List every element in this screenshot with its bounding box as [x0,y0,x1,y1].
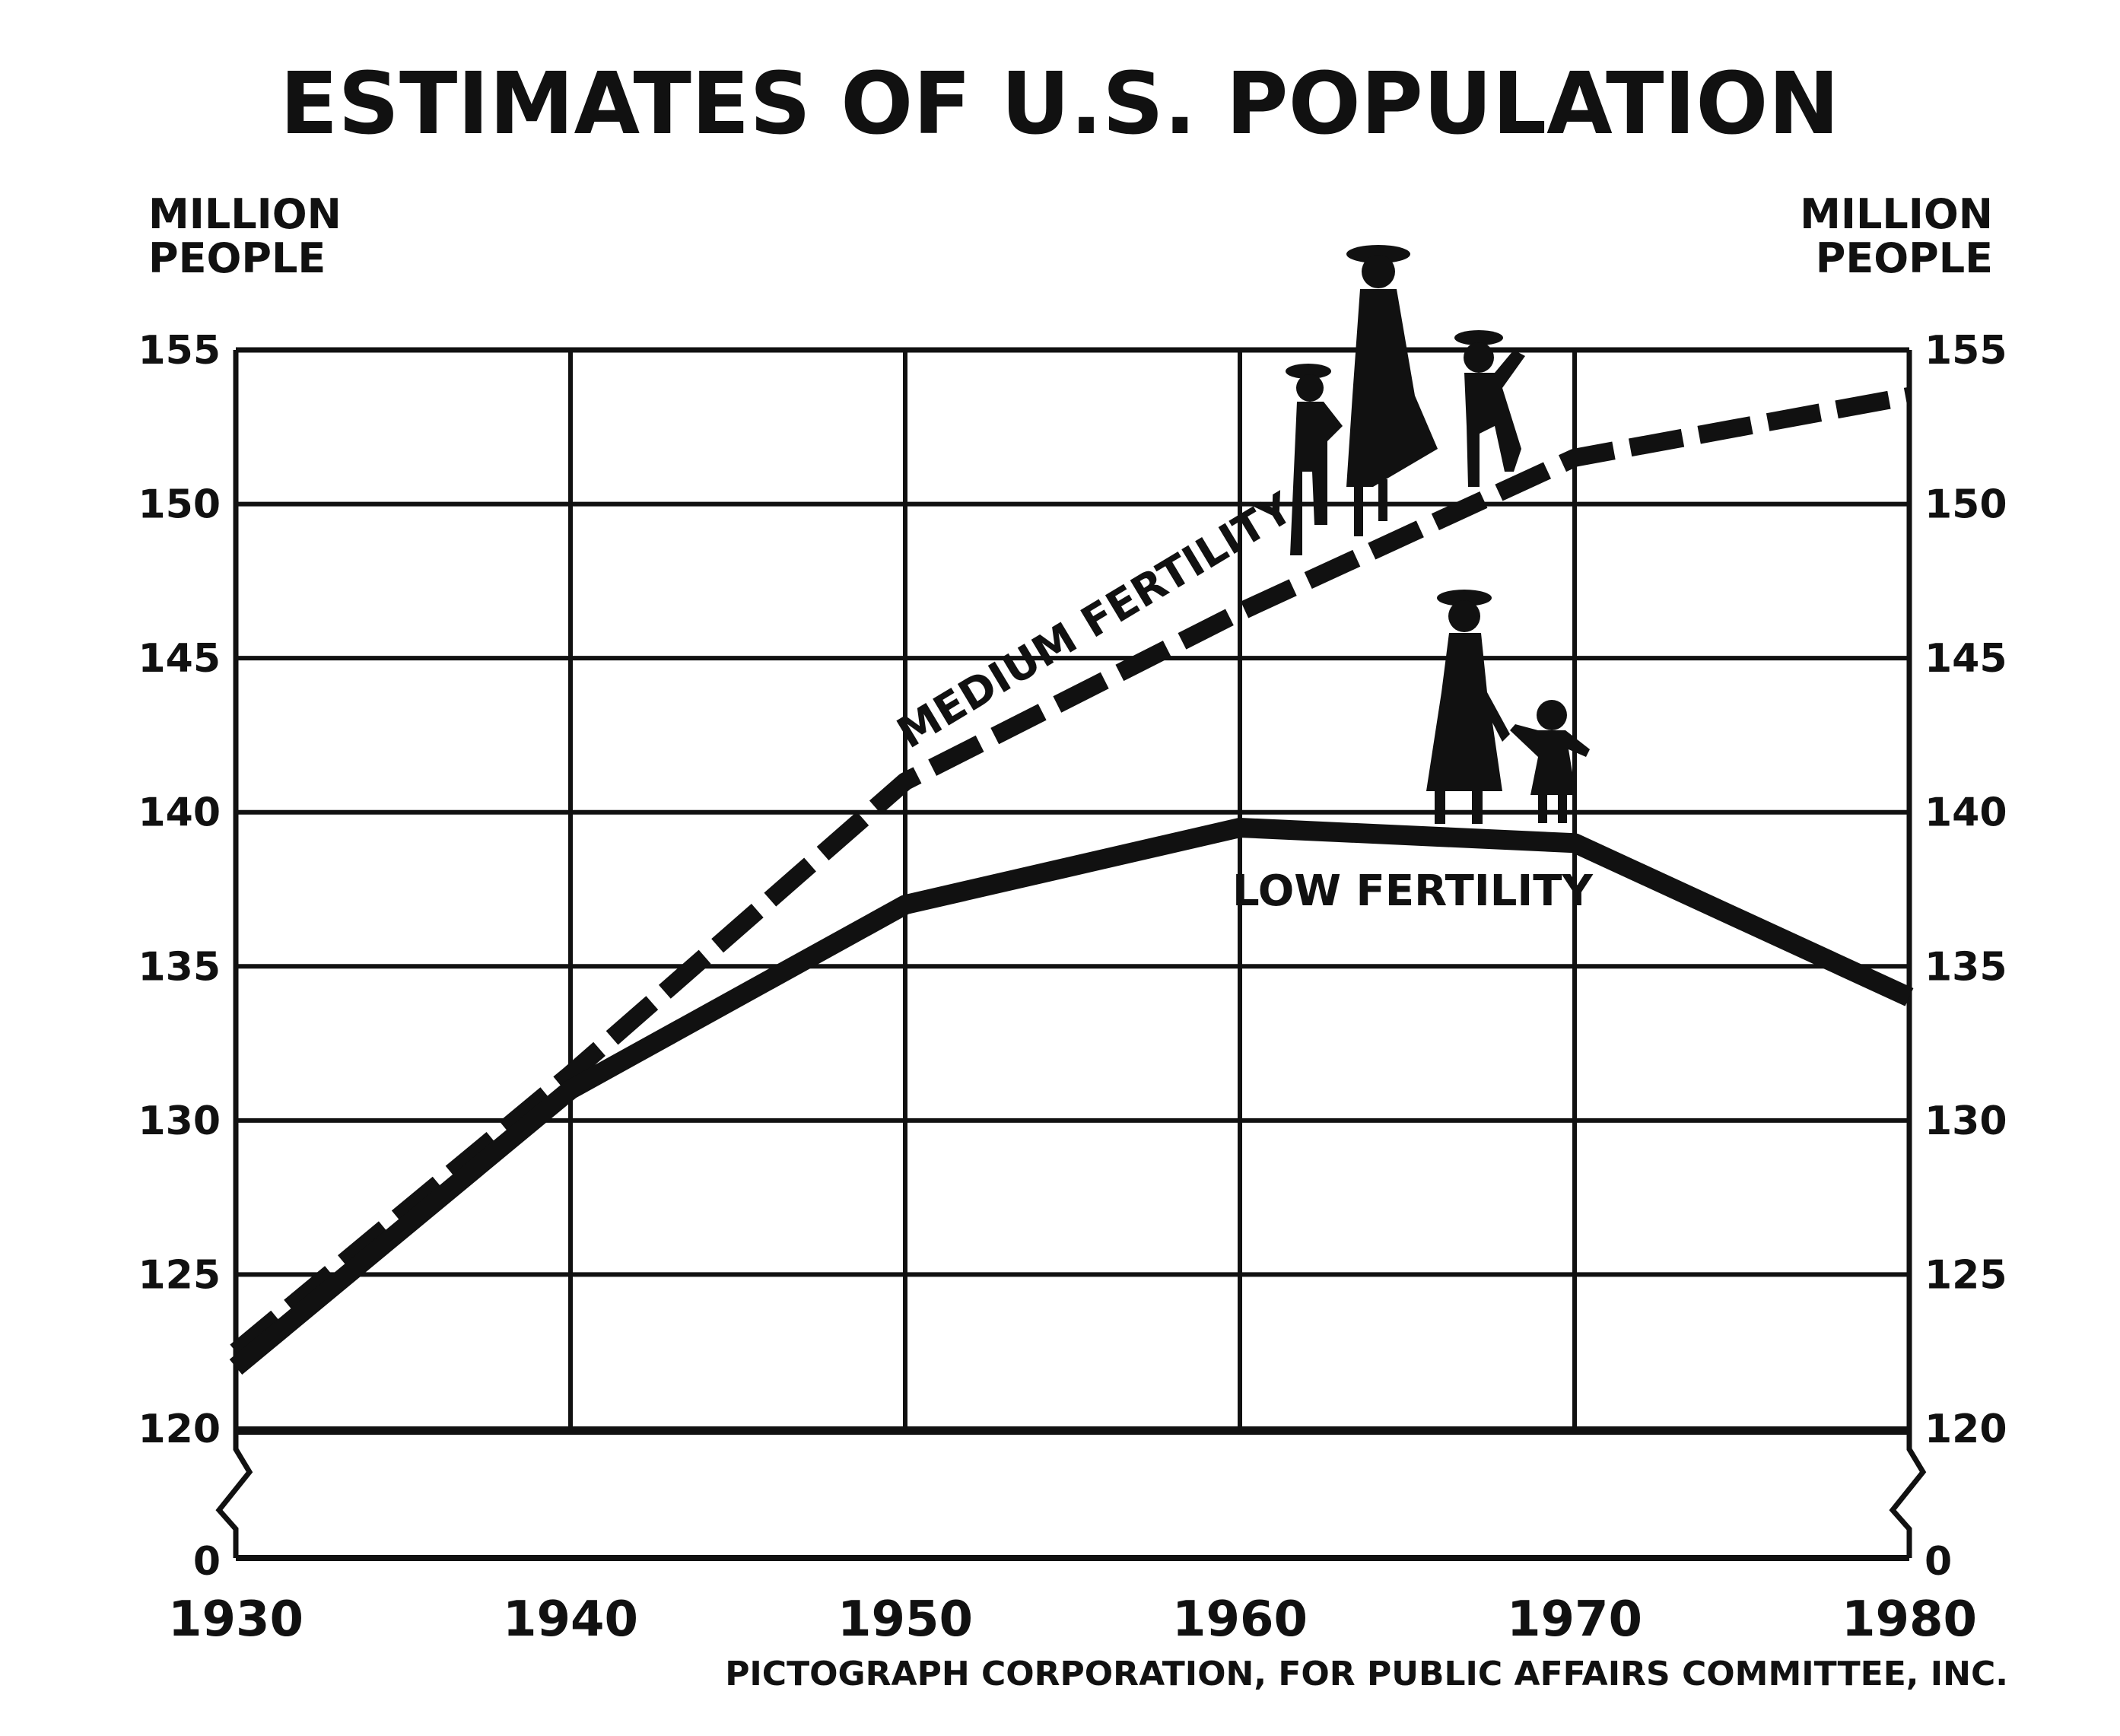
y-tick-right-145: 145 [1925,636,2007,682]
y-tick-right-135: 135 [1925,944,2007,990]
x-tick-1950: 1950 [838,1591,973,1648]
series-line-medium-fertility [230,386,1912,1359]
y-tick-right-140: 140 [1925,790,2007,836]
right-axis-unit-line-1: MILLION [1800,190,1993,238]
tick-labels: 0 0 120 120 125 125 130 130 135 135 140 140 145 145 15… [138,328,2007,1648]
y-tick-left-150: 150 [138,482,221,528]
y-tick-right-125: 125 [1925,1252,2007,1298]
right-axis-unit-line-2: PEOPLE [1816,234,1993,282]
frame-right-with-axis-break [1889,350,1927,1558]
series-line-low-fertility [229,817,1914,1375]
y-tick-left-120: 120 [138,1407,221,1452]
plot-frame [215,347,1927,1561]
source-credit: PICTOGRAPH CORPORATION, FOR PUBLIC AFFAI… [725,1655,2008,1693]
frame-left-with-axis-break [215,350,253,1558]
mother-and-child-pictograph [1426,590,1590,824]
chart-title: ESTIMATES OF U.S. POPULATION [280,55,1839,154]
x-tick-1930: 1930 [168,1591,304,1648]
x-tick-1960: 1960 [1172,1591,1308,1648]
y-tick-right-150: 150 [1925,482,2007,528]
series-label-low-fertility: LOW FERTILITY [1232,866,1594,916]
y-tick-left-145: 145 [138,636,221,682]
x-tick-1940: 1940 [503,1591,638,1648]
left-axis-unit-line-2: PEOPLE [148,234,326,282]
series [229,386,1914,1375]
x-tick-1980: 1980 [1842,1591,1977,1648]
y-tick-left-155: 155 [138,328,221,374]
y-tick-right-130: 130 [1925,1099,2007,1144]
y-tick-left-130: 130 [138,1099,221,1144]
y-tick-left-0: 0 [193,1539,221,1585]
left-axis-unit-line-1: MILLION [148,190,342,238]
y-tick-left-135: 135 [138,944,221,990]
family-of-four-pictograph [1286,245,1525,555]
y-tick-left-125: 125 [138,1252,221,1298]
y-tick-right-0: 0 [1925,1539,1952,1585]
y-tick-right-120: 120 [1925,1407,2007,1452]
x-tick-1970: 1970 [1507,1591,1642,1648]
y-tick-left-140: 140 [138,790,221,836]
y-tick-right-155: 155 [1925,328,2007,374]
